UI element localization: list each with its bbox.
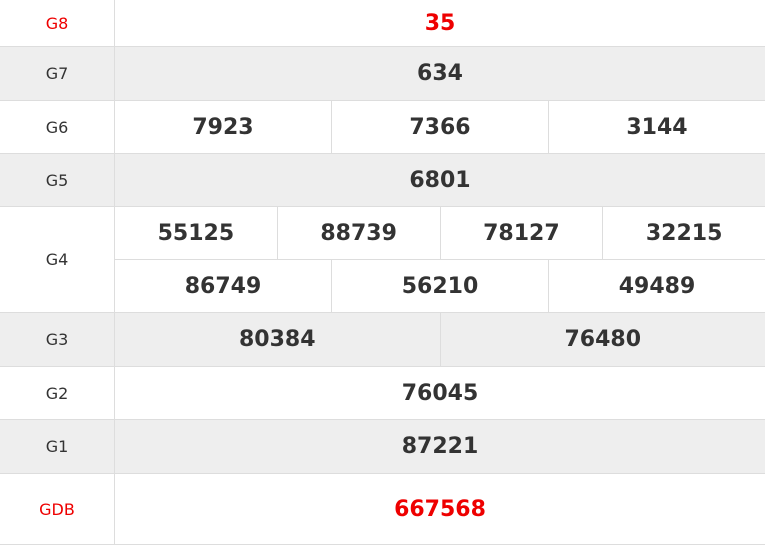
prize-number: 78127 xyxy=(439,207,603,259)
prize-values: 76045 xyxy=(115,367,765,419)
prize-label: G2 xyxy=(0,367,115,419)
prize-subrow: 55125 88739 78127 32215 xyxy=(115,207,765,259)
prize-row-g5: G5 6801 xyxy=(0,154,765,207)
prize-row-gdb: GDB 667568 xyxy=(0,474,765,545)
prize-values: 35 xyxy=(115,0,765,46)
prize-row-g8: G8 35 xyxy=(0,0,765,47)
prize-label: G8 xyxy=(0,0,115,46)
prize-label: G1 xyxy=(0,420,115,473)
prize-values: 7923 7366 3144 xyxy=(115,101,765,153)
prize-label: G6 xyxy=(0,101,115,153)
prize-number: 76480 xyxy=(439,313,765,366)
prize-subrow: 80384 76480 xyxy=(115,313,765,366)
prize-values: 80384 76480 xyxy=(115,313,765,366)
prize-number: 76045 xyxy=(401,380,479,406)
prize-number: 49489 xyxy=(548,260,765,312)
prize-number: 56210 xyxy=(331,260,548,312)
prize-subrow: 6801 xyxy=(115,154,765,206)
prize-subrow: 667568 xyxy=(115,474,765,544)
prize-subrow: 7923 7366 3144 xyxy=(115,101,765,153)
prize-number: 3144 xyxy=(548,101,765,153)
prize-row-g3: G3 80384 76480 xyxy=(0,313,765,367)
prize-values: 55125 88739 78127 32215 86749 56210 49489 xyxy=(115,207,765,312)
prize-subrow: 76045 xyxy=(115,367,765,419)
prize-label: GDB xyxy=(0,474,115,544)
prize-number: 55125 xyxy=(157,220,235,246)
prize-values: 87221 xyxy=(115,420,765,473)
prize-number: 7366 xyxy=(331,101,548,153)
prize-row-g1: G1 87221 xyxy=(0,420,765,474)
prize-subrow: 86749 56210 49489 xyxy=(115,259,765,312)
prize-label: G7 xyxy=(0,47,115,100)
prize-values: 6801 xyxy=(115,154,765,206)
prize-number: 87221 xyxy=(401,434,479,459)
prize-number: 7923 xyxy=(192,114,254,140)
prize-number: 88739 xyxy=(276,207,440,259)
prize-number: 634 xyxy=(417,61,463,86)
prize-label: G5 xyxy=(0,154,115,206)
prize-row-g2: G2 76045 xyxy=(0,367,765,420)
prize-label: G3 xyxy=(0,313,115,366)
prize-subrow: 634 xyxy=(115,47,765,100)
prize-label: G4 xyxy=(0,207,115,312)
prize-number: 86749 xyxy=(184,273,262,299)
prize-row-g4: G4 55125 88739 78127 32215 86749 56210 49489 xyxy=(0,207,765,313)
prize-subrow: 35 xyxy=(115,0,765,46)
prize-subrow: 87221 xyxy=(115,420,765,473)
prize-values: 667568 xyxy=(115,474,765,544)
prize-row-g7: G7 634 xyxy=(0,47,765,101)
prize-values: 634 xyxy=(115,47,765,100)
prize-number: 667568 xyxy=(394,496,486,522)
prize-number: 32215 xyxy=(602,207,765,259)
prize-number: 6801 xyxy=(409,167,471,193)
prize-number: 35 xyxy=(424,10,456,36)
prize-row-g6: G6 7923 7366 3144 xyxy=(0,101,765,154)
prize-number: 80384 xyxy=(238,327,316,352)
